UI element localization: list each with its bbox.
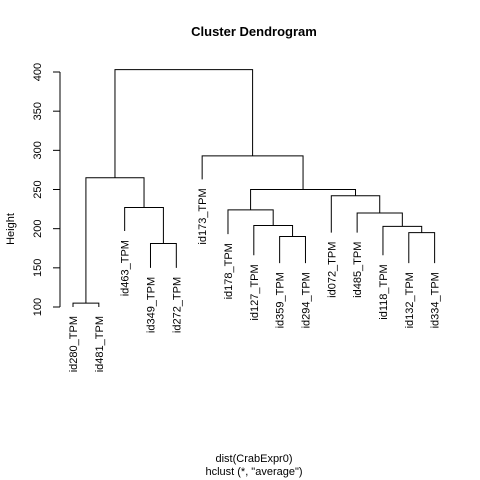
y-tick-label: 350 <box>32 102 44 120</box>
leaf-label: id481_TPM <box>94 316 106 372</box>
y-tick-label: 200 <box>32 219 44 237</box>
leaf-label: id294_TPM <box>300 272 312 328</box>
dendrogram-merge <box>85 177 145 304</box>
dendrogram-merge <box>114 69 254 178</box>
leaf-label: id072_TPM <box>326 242 338 298</box>
dendrogram-branches <box>72 69 436 307</box>
leaf-label: id359_TPM <box>275 272 287 328</box>
leaf-label: id334_TPM <box>430 272 442 328</box>
y-tick-label: 400 <box>32 63 44 81</box>
x-axis-label-method: hclust (*, "average") <box>205 466 302 478</box>
y-axis: 100 150 200 250 300 350 400 <box>32 63 61 316</box>
chart-title: Cluster Dendrogram <box>191 24 317 39</box>
dendrogram-merge <box>408 232 436 264</box>
leaf-label: id280_TPM <box>68 316 80 372</box>
dendrogram-merge <box>356 212 403 233</box>
dendrogram-merge <box>72 302 100 307</box>
leaf-label: id173_TPM <box>197 188 209 244</box>
dendrogram-merge <box>279 236 306 264</box>
leaf-label: id485_TPM <box>352 242 364 298</box>
y-axis-label: Height <box>5 213 17 245</box>
dendrogram-merge <box>149 243 177 268</box>
dendrogram-merge <box>124 207 164 244</box>
dendrogram-merge <box>250 189 357 210</box>
leaf-label: id463_TPM <box>120 240 132 296</box>
leaf-label: id178_TPM <box>223 243 235 299</box>
dendrogram-merge <box>201 155 304 190</box>
dendrogram-merge <box>227 209 274 235</box>
leaf-labels: id280_TPM id481_TPM id463_TPM id349_TPM id27… <box>68 188 442 372</box>
y-tick-label: 100 <box>32 298 44 316</box>
x-axis-label-distance: dist(CrabExpr0) <box>215 453 292 465</box>
dendrogram-merge <box>253 225 294 256</box>
leaf-label: id127_TPM <box>249 264 261 320</box>
leaf-label: id349_TPM <box>145 277 157 333</box>
y-tick-label: 150 <box>32 259 44 277</box>
dendrogram-merge <box>382 225 423 256</box>
leaf-label: id118_TPM <box>378 264 390 319</box>
leaf-label: id132_TPM <box>404 272 416 328</box>
dendrogram-merge <box>330 195 381 233</box>
y-tick-label: 300 <box>32 141 44 159</box>
leaf-label: id272_TPM <box>171 277 183 333</box>
y-tick-label: 250 <box>32 180 44 198</box>
